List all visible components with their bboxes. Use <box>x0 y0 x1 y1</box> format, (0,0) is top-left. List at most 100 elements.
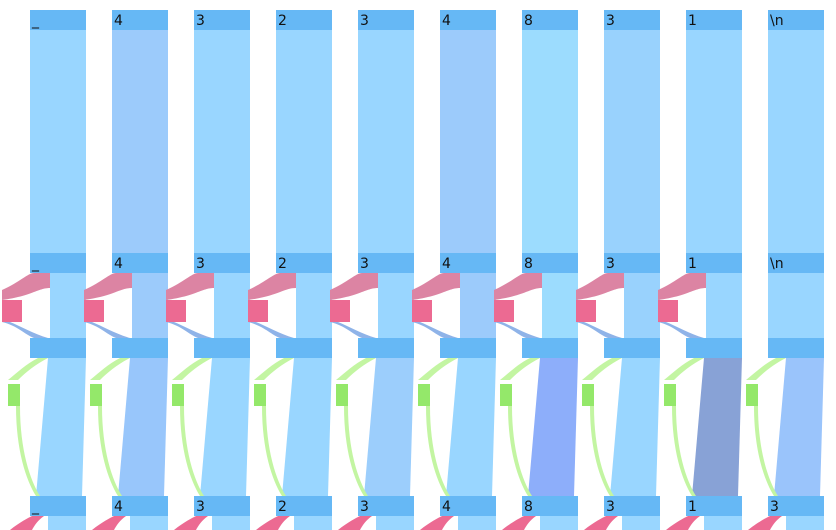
flow-pink-2 <box>166 273 214 300</box>
flow-green-in-5 <box>418 358 458 380</box>
flow-bottom-9 <box>786 516 824 530</box>
flow-small-8 <box>658 322 704 338</box>
flow-green-out-2 <box>180 406 204 496</box>
flow-green-in-6 <box>500 358 540 380</box>
node-third-7 <box>604 338 660 358</box>
node-top-label-2: 3 <box>196 13 205 29</box>
node-mid-label-3: 2 <box>278 256 287 272</box>
flow-top-3 <box>276 30 332 253</box>
node-top-2 <box>194 10 250 30</box>
flow-bottom-3 <box>294 516 332 530</box>
node-bottom-1 <box>112 496 168 516</box>
node-green-8 <box>664 384 676 406</box>
node-pink-3 <box>248 300 268 322</box>
node-mid-5 <box>440 253 496 273</box>
node-mid-label-6: 8 <box>524 256 533 272</box>
node-bottom-label-6: 8 <box>524 499 533 515</box>
flow-green-out-9 <box>754 406 778 496</box>
flow-pink-3 <box>248 273 296 300</box>
flow-small-1 <box>84 322 130 338</box>
node-green-5 <box>418 384 430 406</box>
node-bottom-9 <box>768 496 824 516</box>
flow-lower-1 <box>118 358 168 496</box>
flow-pink-7 <box>576 273 624 300</box>
node-bottom-label-2: 3 <box>196 499 205 515</box>
flow-mid-6 <box>542 273 578 338</box>
flow-mid-9 <box>768 273 824 338</box>
node-top-5 <box>440 10 496 30</box>
node-bottom-8 <box>686 496 742 516</box>
flow-mid-1 <box>132 273 168 338</box>
flow-lower-6 <box>528 358 578 496</box>
node-bottom-4 <box>358 496 414 516</box>
node-bottom-0 <box>30 496 86 516</box>
node-mid-3 <box>276 253 332 273</box>
node-green-7 <box>582 384 594 406</box>
flow-green-out-0 <box>16 406 40 496</box>
node-mid-label-0: _ <box>31 256 40 272</box>
node-green-9 <box>746 384 758 406</box>
node-mid-6 <box>522 253 578 273</box>
flow-bottom-pink-2 <box>174 516 208 530</box>
node-mid-label-9: \n <box>770 256 784 272</box>
flow-mid-4 <box>378 273 414 338</box>
node-mid-2 <box>194 253 250 273</box>
flow-green-out-4 <box>344 406 368 496</box>
node-top-label-1: 4 <box>114 13 123 29</box>
node-mid-0 <box>30 253 86 273</box>
node-bottom-label-8: 1 <box>688 499 697 515</box>
flow-top-2 <box>194 30 250 253</box>
flow-pink-6 <box>494 273 542 300</box>
flow-small-5 <box>412 322 458 338</box>
flow-small-2 <box>166 322 212 338</box>
node-pink-6 <box>494 300 514 322</box>
node-mid-label-5: 4 <box>442 256 451 272</box>
flow-bottom-pink-5 <box>420 516 454 530</box>
flow-top-0 <box>30 30 86 253</box>
flow-small-3 <box>248 322 294 338</box>
flow-green-out-7 <box>590 406 614 496</box>
flow-pink-4 <box>330 273 378 300</box>
node-third-8 <box>686 338 742 358</box>
node-bottom-label-7: 3 <box>606 499 615 515</box>
flow-lower-8 <box>692 358 742 496</box>
flow-top-5 <box>440 30 496 253</box>
flow-bottom-6 <box>540 516 578 530</box>
node-mid-label-2: 3 <box>196 256 205 272</box>
node-third-5 <box>440 338 496 358</box>
node-top-3 <box>276 10 332 30</box>
flow-bottom-pink-4 <box>338 516 372 530</box>
flow-bottom-0 <box>48 516 86 530</box>
flow-green-out-5 <box>426 406 450 496</box>
flow-green-in-4 <box>336 358 376 380</box>
flow-bottom-7 <box>622 516 660 530</box>
node-pink-1 <box>84 300 104 322</box>
node-bottom-label-4: 3 <box>360 499 369 515</box>
flow-bottom-pink-9 <box>748 516 782 530</box>
flow-pink-0 <box>2 273 50 300</box>
flow-mid-7 <box>624 273 660 338</box>
node-pink-5 <box>412 300 432 322</box>
flow-pink-1 <box>84 273 132 300</box>
node-top-label-4: 3 <box>360 13 369 29</box>
flow-lower-4 <box>364 358 414 496</box>
node-green-2 <box>172 384 184 406</box>
node-bottom-label-5: 4 <box>442 499 451 515</box>
node-top-8 <box>686 10 742 30</box>
node-mid-label-4: 3 <box>360 256 369 272</box>
node-pink-0 <box>2 300 22 322</box>
node-pink-8 <box>658 300 678 322</box>
node-mid-label-1: 4 <box>114 256 123 272</box>
flow-bottom-pink-7 <box>584 516 618 530</box>
flow-green-in-1 <box>90 358 130 380</box>
flow-lower-5 <box>446 358 496 496</box>
node-mid-label-8: 1 <box>688 256 697 272</box>
flow-small-6 <box>494 322 540 338</box>
node-bottom-label-1: 4 <box>114 499 123 515</box>
flow-lower-3 <box>282 358 332 496</box>
node-green-3 <box>254 384 266 406</box>
node-bottom-2 <box>194 496 250 516</box>
node-top-4 <box>358 10 414 30</box>
node-top-1 <box>112 10 168 30</box>
